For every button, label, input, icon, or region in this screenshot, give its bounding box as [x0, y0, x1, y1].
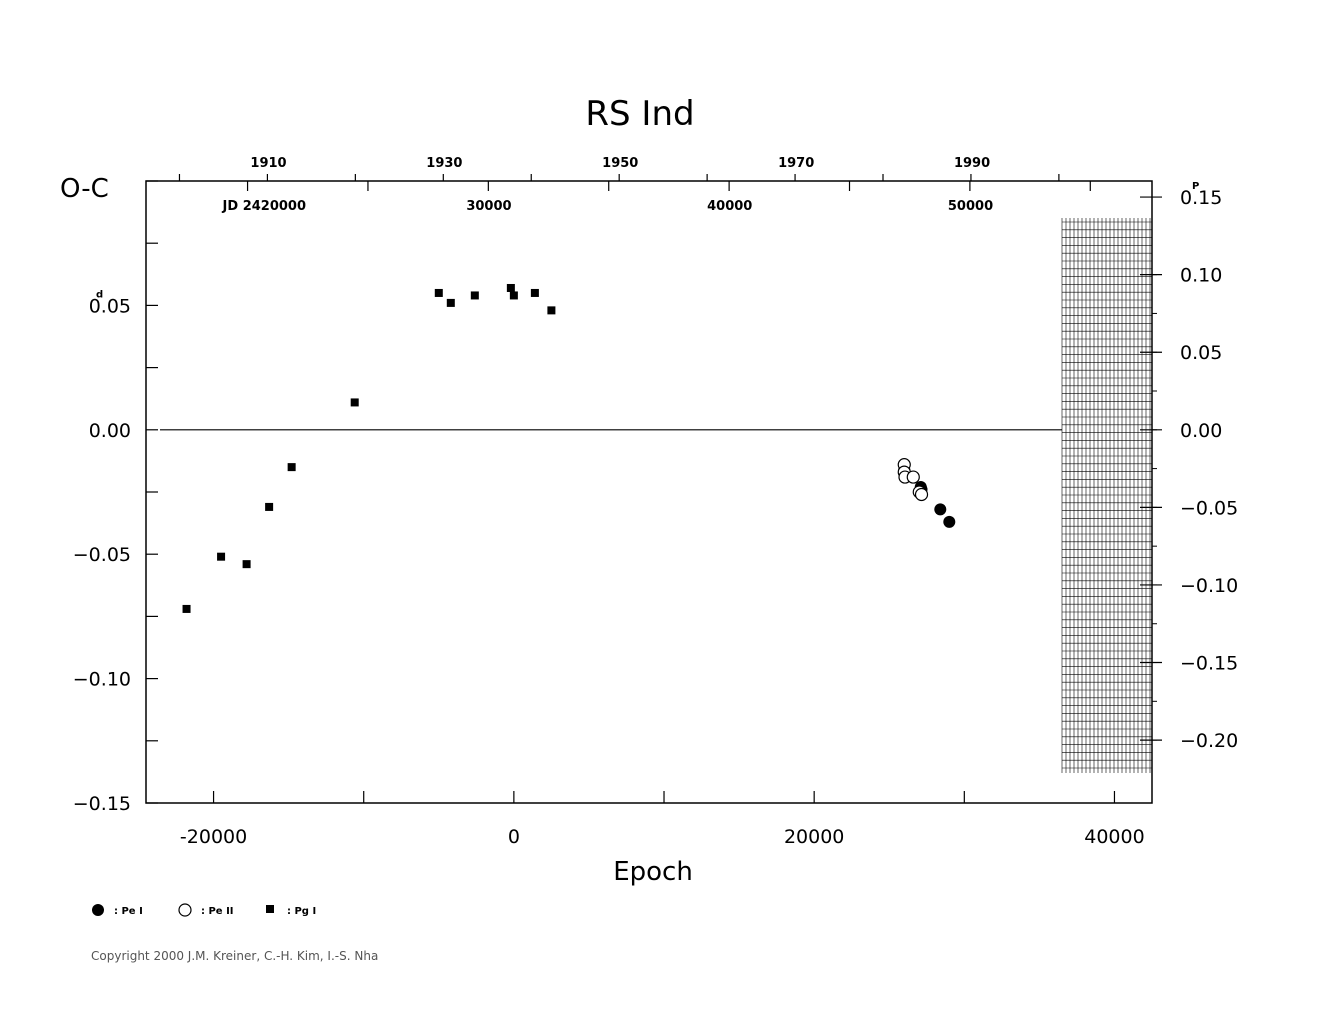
- right-tick-label: 0.05: [1180, 342, 1222, 364]
- y-tick-label: −0.10: [73, 669, 131, 691]
- year-label: 1910: [250, 156, 286, 171]
- point-pe2: [906, 470, 920, 484]
- y-tick-label: −0.15: [73, 793, 131, 815]
- point-pg1: [506, 283, 515, 292]
- legend-pg1-marker: [266, 905, 274, 913]
- x-tick-label: 20000: [784, 826, 844, 848]
- chart-title: RS Ind: [585, 94, 694, 134]
- jd-label: 30000: [466, 199, 511, 214]
- right-tick-label: 0.15: [1180, 187, 1222, 209]
- jd-prefix-label: JD 2420000: [222, 199, 306, 214]
- legend-pe1-marker: [92, 904, 104, 916]
- year-label: 1970: [778, 156, 814, 171]
- y-unit-label: d: [96, 289, 103, 300]
- point-pg1: [530, 288, 539, 297]
- point-pg1: [470, 291, 479, 300]
- point-pe2: [914, 487, 929, 502]
- point-pg1: [287, 463, 296, 472]
- point-pg1: [242, 560, 251, 569]
- point-pg1: [547, 306, 556, 315]
- point-pg1: [217, 552, 226, 561]
- right-tick-label: −0.20: [1180, 730, 1238, 752]
- y-axis-label: O-C: [60, 174, 109, 204]
- jd-label: 40000: [707, 199, 752, 214]
- right-tick-label: −0.05: [1180, 497, 1238, 519]
- legend-pg1-label: : Pg I: [287, 906, 316, 917]
- data-points: [182, 283, 956, 613]
- jd-label: 50000: [948, 199, 993, 214]
- point-pg1: [265, 502, 274, 511]
- legend-pe2-marker: [178, 903, 192, 917]
- point-pg1: [509, 291, 518, 300]
- legend: : Pe I : Pe II : Pg I: [92, 903, 316, 917]
- hatch-grid-block: [1061, 218, 1152, 773]
- y-tick-label: −0.05: [73, 544, 131, 566]
- y-tick-label: 0.00: [89, 420, 131, 442]
- x-tick-label: -20000: [180, 826, 247, 848]
- copyright-notice: Copyright 2000 J.M. Kreiner, C.-H. Kim, …: [91, 949, 379, 963]
- right-tick-label: −0.15: [1180, 653, 1238, 675]
- legend-pe2-label: : Pe II: [201, 906, 234, 917]
- right-tick-label: 0.00: [1180, 420, 1222, 442]
- point-pg1: [182, 604, 191, 613]
- point-pe1: [934, 503, 947, 516]
- year-label: 1950: [602, 156, 638, 171]
- top-axis-labels: 1910 1930 1950 1970 1990 JD 2420000 30000 40000…: [178, 156, 1091, 214]
- year-label: 1930: [426, 156, 462, 171]
- point-pe1: [943, 515, 956, 528]
- right-tick-label: −0.10: [1180, 575, 1238, 597]
- right-unit-label: P: [1192, 181, 1199, 192]
- x-tick-label: 0: [508, 826, 520, 848]
- year-label: 1990: [954, 156, 990, 171]
- legend-pe1-label: : Pe I: [114, 906, 143, 917]
- axes-group: −0.15−0.10−0.050.000.05d0.150.100.050.00…: [73, 180, 1238, 848]
- point-pg1: [350, 398, 359, 407]
- point-pg1: [434, 288, 443, 297]
- x-axis-label: Epoch: [613, 857, 693, 887]
- plot-frame: [145, 180, 1153, 804]
- right-tick-label: 0.10: [1180, 265, 1222, 287]
- point-pg1: [446, 298, 455, 307]
- y-tick-label: 0.05: [89, 295, 131, 317]
- x-tick-label: 40000: [1084, 826, 1144, 848]
